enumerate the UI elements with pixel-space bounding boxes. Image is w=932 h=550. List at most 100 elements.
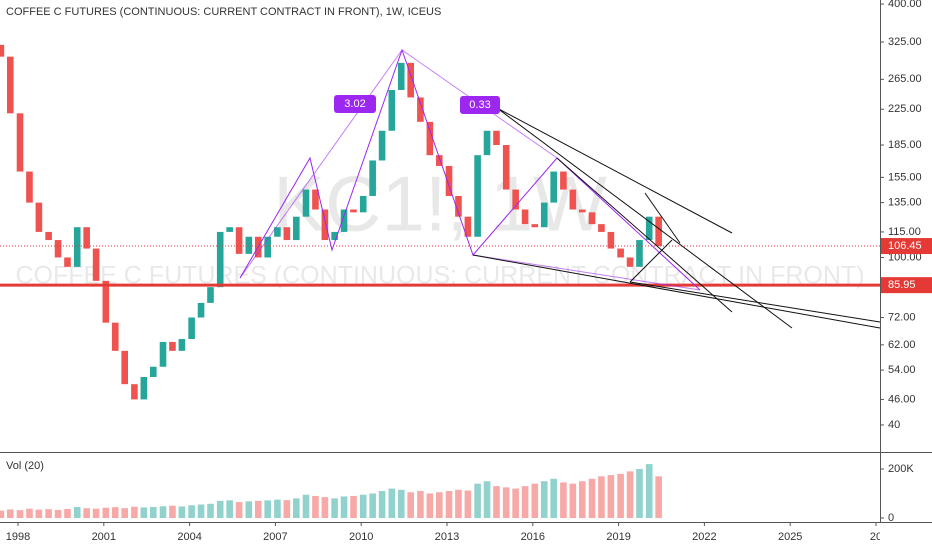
volume-pane (0, 464, 662, 518)
trend-line (496, 107, 793, 329)
trend-line (472, 254, 880, 329)
volume-bar (140, 507, 148, 518)
axes: 40 46.00 54.00 62.00 72.00 100.00 115.00 135.00… (6, 0, 932, 543)
candle-body (521, 209, 529, 225)
candle-body (397, 62, 405, 90)
candle-body (493, 130, 500, 146)
candle-body (483, 130, 491, 156)
x-tick-label: 2016 (521, 531, 545, 543)
volume-bar (178, 506, 186, 518)
candle-body (340, 209, 348, 232)
candle-body (388, 89, 396, 131)
price-label-box (881, 238, 932, 255)
price-pane (0, 44, 880, 400)
volume-bar (464, 490, 472, 518)
x-tick-label: 2007 (263, 531, 287, 543)
volume-bar (512, 488, 519, 518)
candle-body (188, 317, 195, 340)
drawings (239, 48, 880, 329)
candle-body (569, 189, 577, 210)
y-tick-label: 265.00 (888, 73, 922, 85)
volume-bar (502, 487, 510, 518)
volume-title: Vol (20) (6, 460, 44, 472)
volume-bar (6, 509, 14, 518)
candle-body (207, 287, 214, 303)
volume-bar (378, 491, 386, 518)
volume-bar (655, 476, 662, 518)
volume-bar (550, 478, 557, 518)
candle-body (159, 341, 167, 367)
volume-bar (102, 507, 110, 518)
y-tick-label: 225.00 (888, 103, 922, 115)
candle-body (245, 236, 253, 254)
candle-body (312, 189, 319, 210)
candle-body (16, 113, 24, 172)
volume-bar (302, 494, 310, 518)
candle-body (111, 322, 119, 351)
candle-body (121, 350, 128, 385)
pattern-label-box (460, 96, 500, 114)
volume-bar (397, 489, 405, 518)
volume-bar (540, 481, 548, 518)
volume-bar (445, 491, 453, 518)
volume-bar (188, 505, 195, 518)
candle-body (426, 121, 434, 156)
volume-bar (226, 500, 233, 518)
x-tick-label: 2025 (778, 531, 802, 543)
candle-body (102, 280, 110, 323)
candle-body (274, 227, 281, 237)
volume-bar (588, 478, 596, 518)
pattern-label-box (334, 95, 376, 113)
candle-body (617, 248, 624, 258)
x-tick-label: 2022 (692, 531, 716, 543)
volume-bar (350, 495, 357, 518)
candle-body (45, 231, 52, 241)
volume-bar (312, 495, 319, 518)
volume-bar (388, 488, 396, 518)
volume-bar (617, 473, 624, 518)
volume-bar (264, 500, 271, 518)
x-axis: 1998 2001 2004 2007 2010 2013 2016 2019 2022 2025… (6, 522, 882, 543)
volume-bar (578, 481, 586, 518)
volume-bar (245, 501, 253, 518)
candle-body (369, 160, 376, 196)
candle-body (474, 155, 481, 237)
trend-line (629, 281, 880, 323)
x-tick-label: 2013 (435, 531, 459, 543)
volume-bar (321, 497, 329, 518)
volume-bar (483, 481, 491, 518)
volume-bar (340, 496, 348, 518)
candle-body (92, 248, 100, 281)
volume-bar (254, 500, 262, 518)
pattern-label: 0.33 (469, 99, 490, 111)
trend-line (644, 192, 681, 244)
candle-body (417, 97, 424, 122)
volume-bar (521, 486, 529, 518)
candle-body (6, 56, 14, 114)
volume-bar (560, 482, 567, 518)
x-tick-label: 2001 (92, 531, 116, 543)
x-tick-label: 20 (870, 531, 882, 543)
candle-body (235, 227, 243, 254)
volume-bar (83, 508, 90, 518)
y-tick-label: 40 (888, 419, 900, 431)
candle-body (26, 171, 33, 203)
x-tick-label: 2010 (349, 531, 373, 543)
volume-bar (274, 499, 281, 518)
candle-body (598, 224, 605, 232)
volume-bar (369, 493, 376, 518)
volume-bar (131, 506, 138, 518)
candle-body (350, 209, 357, 213)
volume-bar (626, 471, 634, 518)
pattern-diagonal (472, 254, 701, 291)
candle-body (149, 366, 157, 378)
volume-bar (92, 508, 100, 518)
volume-bar (73, 506, 81, 518)
volume-bar (283, 500, 291, 518)
candle-body (35, 202, 43, 232)
volume-bar (16, 510, 24, 518)
volume-bar (474, 483, 481, 518)
volume-bar (35, 509, 43, 518)
candle-body (321, 209, 329, 241)
